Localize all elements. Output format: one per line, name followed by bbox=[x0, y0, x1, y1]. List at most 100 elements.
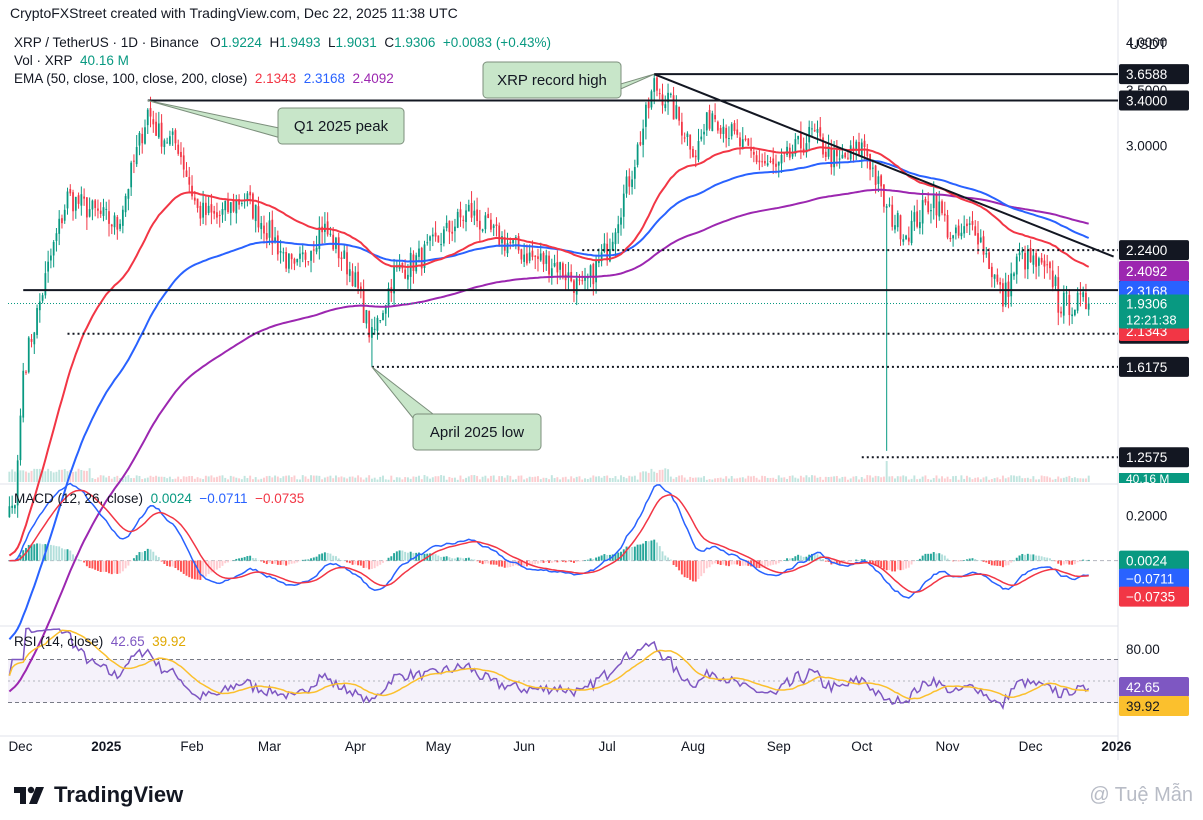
volume-bar bbox=[617, 479, 620, 482]
rsi-legend-row[interactable]: RSI (14, close) 42.65 39.92 bbox=[14, 634, 186, 649]
macd-hist-bar bbox=[72, 554, 75, 561]
candle-body bbox=[274, 237, 276, 242]
macd-hist-bar bbox=[691, 560, 694, 582]
price-axis[interactable]: 4.00003.50003.00003.65883.40002.24002.00… bbox=[1119, 35, 1189, 716]
candle-body bbox=[1029, 248, 1032, 263]
candle-body bbox=[437, 235, 440, 243]
macd-hist-bar bbox=[465, 558, 467, 561]
macd-hist-bar bbox=[41, 544, 44, 561]
time-axis[interactable]: Dec 2025 Feb Mar Apr May Jun Jul Aug Sep Oct Nov Dec… bbox=[8, 739, 1131, 754]
volume-bar bbox=[254, 477, 257, 482]
candle-body bbox=[755, 155, 758, 163]
volume-bar bbox=[633, 475, 636, 482]
indicator-lines bbox=[8, 73, 1114, 710]
volume-bar bbox=[550, 475, 553, 482]
volume-bar bbox=[276, 476, 279, 482]
macd-hist-bar bbox=[489, 560, 492, 565]
volume-bar bbox=[451, 477, 454, 482]
symbol-legend-row[interactable]: XRP / TetherUS · 1D · Binance O1.9224 H1… bbox=[14, 34, 551, 52]
macd-legend-row[interactable]: MACD (12, 26, close) 0.0024 −0.0711 −0.0… bbox=[14, 491, 304, 506]
macd-tick-label: 0.2000 bbox=[1126, 508, 1167, 523]
time-tick-label: Mar bbox=[258, 739, 282, 754]
tradingview-logo[interactable]: TradingView bbox=[12, 782, 183, 808]
macd-hist-bar bbox=[675, 560, 678, 567]
candle-body bbox=[359, 286, 362, 291]
volume-bar bbox=[362, 479, 365, 482]
macd-hist-bar bbox=[550, 560, 553, 563]
macd-hist-bar bbox=[182, 560, 185, 574]
macd-signal-line bbox=[9, 489, 1089, 593]
candle-body bbox=[824, 151, 827, 157]
macd-value: −0.0711 bbox=[199, 491, 248, 506]
candle-body bbox=[758, 160, 761, 163]
candle-body bbox=[855, 141, 858, 151]
macd-hist-bar bbox=[359, 560, 362, 566]
macd-hist-bar bbox=[810, 553, 813, 561]
candle-body bbox=[633, 167, 636, 179]
macd-hist-bar bbox=[891, 560, 894, 572]
candle-body bbox=[351, 271, 354, 286]
volume-bar bbox=[977, 477, 979, 482]
macd-hist-bar bbox=[996, 560, 999, 566]
volume-bar bbox=[525, 478, 528, 482]
volume-bar bbox=[514, 479, 517, 482]
macd-hist-bar bbox=[1040, 556, 1043, 561]
macd-hist-bar bbox=[1079, 560, 1082, 562]
candle-body bbox=[943, 213, 946, 216]
candle-body bbox=[238, 199, 240, 205]
volume-bar bbox=[329, 475, 332, 482]
macd-hist-bar bbox=[719, 560, 722, 565]
macd-hist-bar bbox=[304, 559, 307, 561]
macd-hist-bar bbox=[25, 547, 27, 561]
candle-body bbox=[282, 252, 285, 254]
volume-bar bbox=[1084, 478, 1087, 482]
macd-hist-bar bbox=[1073, 560, 1076, 565]
macd-hist-bar bbox=[517, 560, 520, 566]
macd-hist-bar bbox=[229, 560, 232, 562]
ema-legend-row[interactable]: EMA (50, close, 100, close, 200, close) … bbox=[14, 70, 551, 88]
level-label: 2.2400 bbox=[1126, 243, 1167, 258]
candle-body bbox=[476, 209, 478, 222]
currency-label[interactable]: USDT bbox=[1129, 36, 1168, 52]
volume-bar bbox=[830, 476, 833, 482]
candle-body bbox=[650, 91, 653, 108]
macd-hist-bar bbox=[1026, 553, 1029, 561]
volume-bar bbox=[456, 479, 459, 482]
volume-bar bbox=[60, 469, 63, 482]
candle-body bbox=[1038, 258, 1040, 266]
volume-bar bbox=[393, 479, 396, 482]
volume-bar bbox=[924, 475, 927, 482]
macd-hist-bar bbox=[772, 560, 775, 565]
candle-body bbox=[254, 204, 257, 222]
rsi-label: RSI (14, close) bbox=[14, 634, 104, 649]
candle-body bbox=[716, 121, 719, 131]
macd-hist-bar bbox=[938, 553, 941, 561]
volume-bar bbox=[271, 477, 274, 482]
macd-hist-bar bbox=[337, 558, 340, 561]
last-price-bg bbox=[1119, 294, 1189, 329]
volume-bar bbox=[542, 477, 545, 482]
volume-bar bbox=[263, 477, 265, 482]
candle-body bbox=[924, 198, 927, 203]
volume-bar bbox=[788, 475, 791, 482]
macd-hist-bar bbox=[434, 554, 437, 561]
candle-body bbox=[382, 313, 384, 321]
candle-body bbox=[708, 109, 711, 129]
volume-bar bbox=[171, 479, 174, 482]
volume-bar bbox=[858, 479, 860, 482]
volume-bar bbox=[716, 478, 719, 482]
volume-bar bbox=[636, 479, 639, 482]
volume-bar bbox=[838, 478, 841, 482]
volume-bar bbox=[689, 476, 692, 482]
macd-hist-bar bbox=[932, 552, 935, 561]
candle-body bbox=[658, 93, 661, 95]
macd-hist-bar bbox=[822, 559, 824, 561]
macd-hist-bar bbox=[539, 560, 542, 563]
macd-hist-bar bbox=[534, 560, 537, 565]
volume-legend-row[interactable]: Vol · XRP 40.16 M bbox=[14, 52, 551, 70]
volume-bar bbox=[672, 478, 675, 482]
candle-body bbox=[968, 223, 971, 225]
volume-bar bbox=[572, 478, 575, 482]
macd-hist-bar bbox=[880, 560, 883, 568]
macd-hist-bar bbox=[661, 551, 664, 561]
